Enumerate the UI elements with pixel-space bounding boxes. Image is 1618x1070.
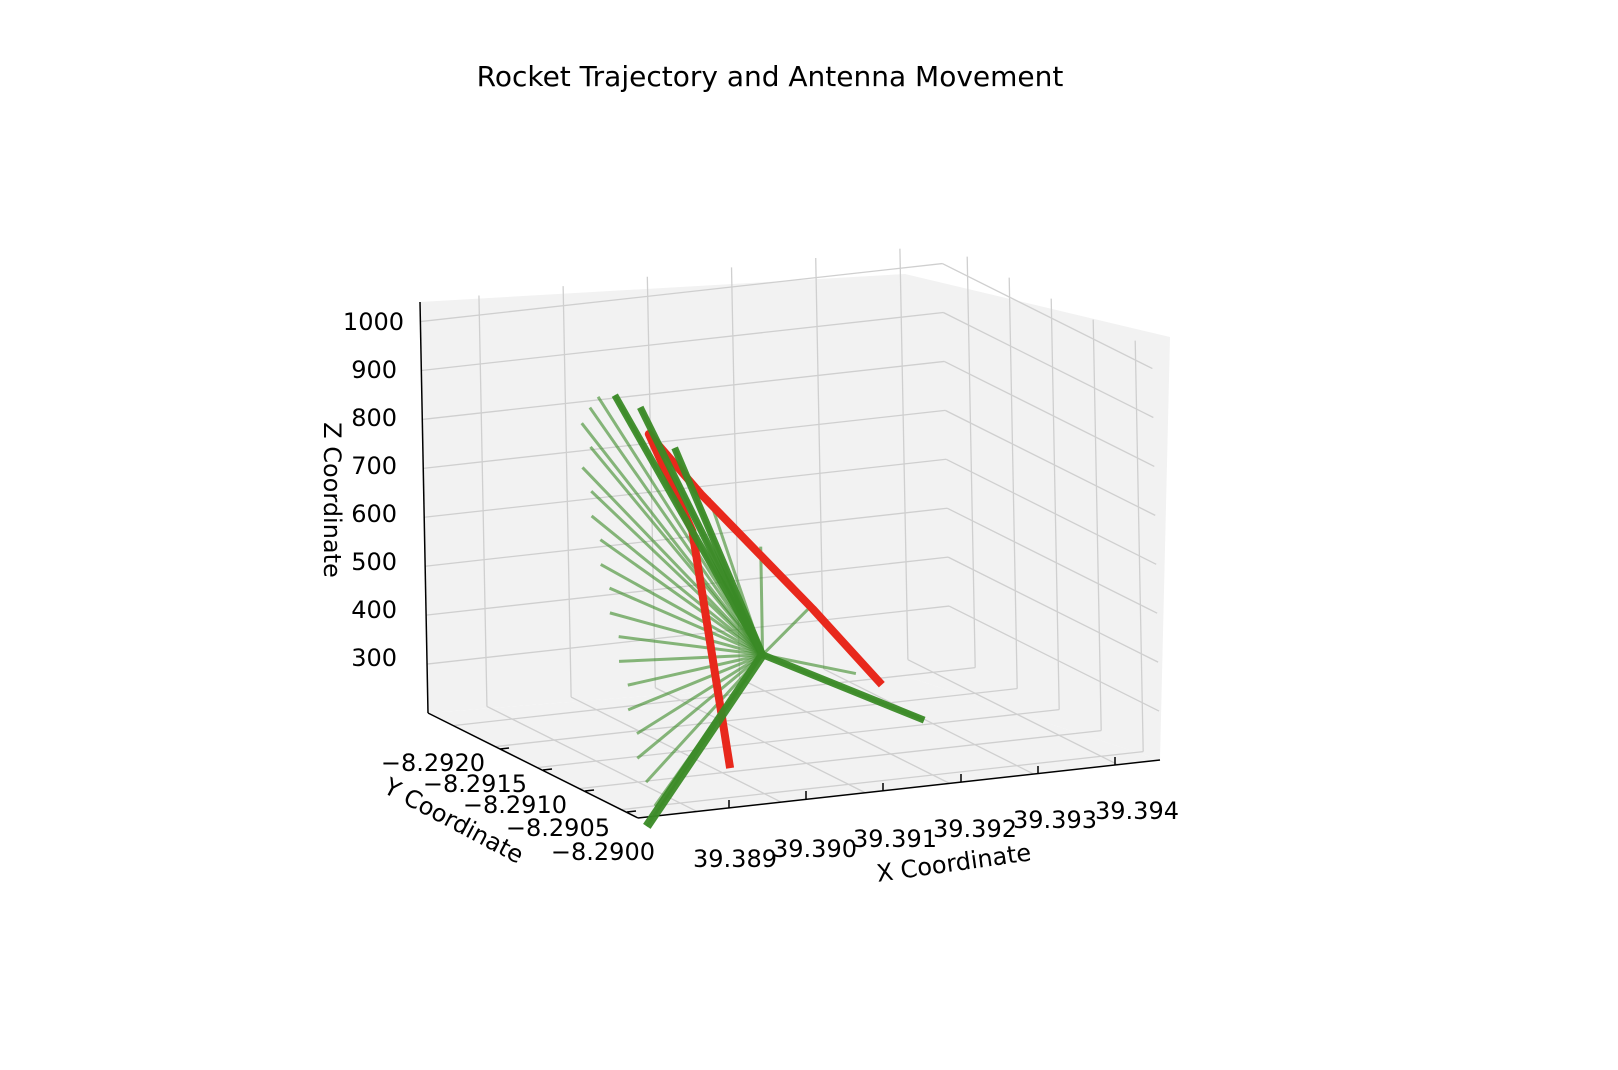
z-tick-label: 600: [351, 500, 397, 528]
antenna-line: [599, 538, 764, 656]
antenna-line: [636, 653, 764, 760]
antenna-line: [627, 653, 764, 712]
antenna-line: [600, 563, 764, 657]
z-tick-label: 800: [351, 404, 397, 432]
x-tick-label: 39.390: [773, 835, 857, 863]
grid-line: [423, 409, 946, 470]
grid-line: [537, 708, 1060, 769]
axis-lines: [419, 301, 1161, 819]
antenna-line: [608, 586, 764, 657]
antenna-line: [627, 653, 763, 687]
grid-line: [424, 458, 947, 518]
antenna-line: [636, 653, 764, 735]
y-tick-mark: [626, 810, 637, 813]
x-tick-label: 39.394: [1095, 797, 1179, 825]
grid-line: [739, 677, 950, 784]
y-axis-ticks: −8.2920 −8.2915 −8.2910 −8.2905 −8.2900: [381, 747, 655, 866]
antenna-line: [618, 653, 763, 663]
y-tick-label: −8.2910: [463, 791, 567, 819]
grid-line: [621, 750, 1144, 811]
chart-title: Rocket Trajectory and Antenna Movement: [477, 60, 1064, 93]
antenna-line-strong: [643, 652, 767, 829]
antenna-line: [761, 603, 814, 656]
antenna-line: [581, 466, 764, 656]
grid-line: [823, 668, 1035, 775]
grid-line: [943, 360, 1155, 468]
grid-line: [946, 507, 1158, 614]
grid-line: [945, 458, 1157, 565]
y-tick-mark: [584, 789, 595, 792]
antenna-line: [590, 490, 764, 656]
grid-line: [421, 311, 944, 372]
grid-line: [420, 262, 943, 323]
y-tick-label: −8.2900: [551, 838, 655, 866]
z-tick-label: 700: [351, 452, 397, 480]
z-tick-label: 900: [351, 356, 397, 384]
grid-line: [944, 409, 1156, 516]
z-tick-label: 1000: [343, 308, 404, 336]
antenna-line: [759, 546, 765, 655]
grid-line: [947, 556, 1159, 663]
z-tick-label: 400: [351, 596, 397, 624]
y-tick-label: −8.2905: [506, 814, 610, 842]
antenna-line: [609, 611, 763, 657]
x-tick-label: 39.389: [693, 845, 777, 873]
z-tick-label: 300: [351, 644, 397, 672]
grid-line: [422, 360, 945, 421]
x-tick-label: 39.393: [1013, 806, 1097, 834]
antenna-line: [580, 422, 764, 656]
grid-line: [948, 605, 1160, 712]
grid-line: [655, 687, 866, 794]
y-tick-label: −8.2915: [423, 770, 527, 798]
y-tick-label: −8.2920: [381, 749, 485, 777]
z-axis-ticks: 300 400 500 600 700 800 900 1000: [343, 308, 404, 672]
z-axis-line: [419, 301, 429, 714]
x-tick-label: 39.391: [853, 825, 937, 853]
grid-line: [579, 729, 1102, 790]
back-pane: [420, 274, 905, 713]
y-tick-mark: [542, 768, 553, 771]
right-pane: [905, 274, 1170, 760]
grid-line: [426, 556, 949, 616]
floor-pane: [428, 676, 1160, 818]
antenna-line: [588, 406, 764, 656]
antenna-line-strong: [671, 446, 766, 657]
antenna-line-strong: [761, 651, 926, 724]
trajectory-line: [644, 430, 885, 769]
y-tick-mark: [499, 747, 510, 750]
grid-line: [495, 687, 1018, 748]
z-axis-label: Z Coordinate: [318, 422, 346, 578]
y-axis-line: [427, 712, 639, 819]
plot-series: [580, 393, 926, 829]
x-axis-line: [637, 759, 1161, 819]
grid-line: [907, 659, 1119, 766]
antenna-line: [590, 514, 764, 656]
x-axis-ticks: 39.389 39.390 39.391 39.392 39.393 39.39…: [693, 757, 1179, 873]
x-tick-label: 39.392: [933, 815, 1017, 843]
z-tick-label: 500: [351, 548, 397, 576]
grid-line: [942, 262, 1153, 370]
antenna-line: [618, 635, 763, 657]
grid-lines: [420, 248, 1160, 813]
grid-line: [943, 311, 1154, 419]
